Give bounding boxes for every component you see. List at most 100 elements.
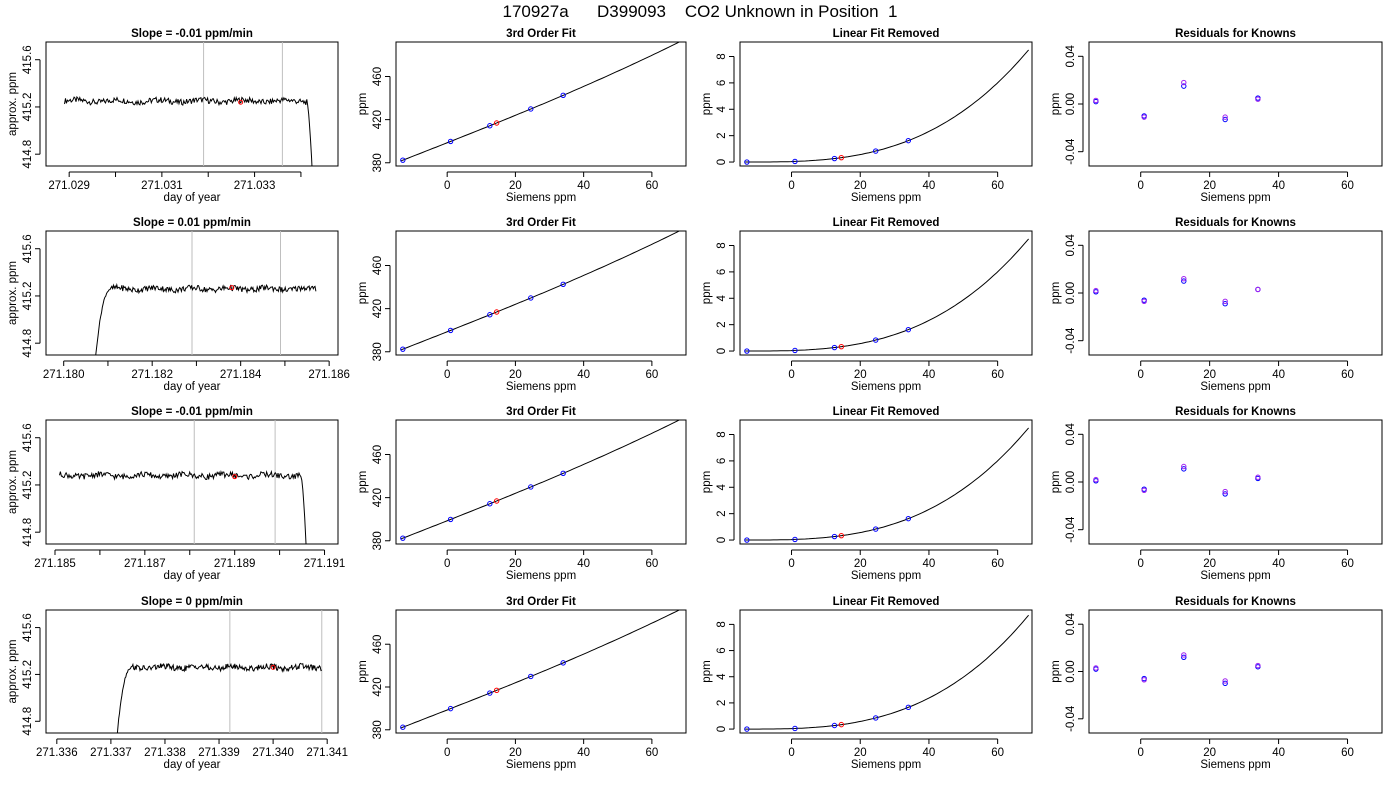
y-tick-label: 0.00 [1065,660,1077,682]
known-standard-point [905,704,912,711]
unknown-sample-point [838,532,845,539]
y-tick-label: 414.8 [22,518,34,547]
panel-title: 3rd Order Fit [506,28,576,40]
residual-point-repeat [1093,287,1099,294]
y-axis-label: approx. ppm [7,261,19,325]
y-axis-label: ppm [357,282,369,304]
known-standard-point [447,327,454,334]
panel-title: Linear Fit Removed [833,406,940,418]
y-tick-label: 2 [716,321,728,327]
x-tick-label: 0 [788,747,794,759]
residual-point [1181,466,1187,472]
x-tick-label: 60 [645,747,658,759]
known-standard-point [744,537,750,543]
residual-point-repeat [1181,652,1187,658]
unknown-sample-point [232,474,238,480]
plot-frame [739,230,1033,356]
panel-r1-fit: 3rd Order Fit 0 20 40 60 Siemens ppm 380 420 460… [357,28,687,204]
residual-point [1181,83,1187,89]
residual-point-repeat [1181,463,1187,470]
y-tick-label: 380 [372,531,384,550]
known-standard-point [744,726,750,732]
panel-title: Slope = 0.01 ppm/min [133,217,251,229]
x-tick-label: 0 [1138,747,1144,759]
unknown-sample-point [838,154,845,161]
known-standard-point [831,722,838,729]
ppm-trace-line [59,469,307,544]
y-tick-label: 6 [716,80,728,86]
panel-title: Linear Fit Removed [833,596,940,608]
data-layer [400,610,681,730]
known-standard-point [447,705,454,712]
known-standard-point [487,690,493,696]
ppm-trace-line [64,95,313,166]
y-tick-label: 415.2 [22,93,34,122]
residual-point [1222,301,1228,307]
data-layer [400,420,681,541]
panel-title: Slope = 0 ppm/min [141,596,243,608]
residual-point-repeat [1222,114,1228,120]
x-tick-label: 0 [788,180,794,192]
plot-frame [1088,419,1383,545]
y-tick-label: 0.00 [1065,282,1077,304]
known-standard-point [560,281,566,288]
panel-title: 3rd Order Fit [506,217,576,229]
residual-point-repeat [1255,662,1261,669]
x-axis-label: day of year [164,381,221,393]
plot-frame [1088,230,1383,356]
x-tick-label: 20 [509,747,522,759]
x-tick-label: 20 [854,369,867,381]
y-tick-label: 4 [716,483,728,490]
x-axis-label: day of year [164,759,221,771]
y-tick-label: 0 [716,537,728,543]
y-axis-label: ppm [1050,93,1062,115]
y-tick-label: 420 [372,299,384,318]
x-tick-label: 271.180 [43,369,85,381]
known-standard-point [792,725,798,732]
x-axis-label: day of year [164,570,221,582]
fit-curve-line [400,420,681,540]
x-tick-label: 271.191 [304,558,346,570]
x-tick-label: 40 [923,180,936,192]
x-tick-label: 20 [854,747,867,759]
unknown-sample-point [493,687,500,694]
residual-point-repeat [1255,286,1261,293]
y-tick-label: 460 [372,635,384,654]
panel-r2-fit: 3rd Order Fit 0 20 40 60 Siemens ppm 380 420 460… [357,217,687,393]
figure-title: 170927a D399093 CO2 Unknown in Position … [502,2,898,21]
known-standard-point [792,536,798,543]
ppm-trace-line [95,282,317,355]
data-layer [1093,79,1261,123]
y-tick-label: 8 [716,242,728,248]
residual-point [1181,278,1187,284]
panel-r4-fit: 3rd Order Fit 0 20 40 60 Siemens ppm 380 420 460… [357,596,687,771]
known-standard-point [528,106,534,112]
residual-point-repeat [1093,665,1099,671]
y-tick-label: 415.6 [22,423,34,452]
unknown-sample-point [838,721,845,728]
x-tick-label: 271.336 [36,747,78,759]
plot-frame [1088,41,1383,167]
x-tick-label: 40 [1272,558,1285,570]
y-axis-label: ppm [701,660,713,682]
x-axis-label: Siemens ppm [1200,570,1270,582]
y-tick-label: 4 [716,673,728,680]
x-tick-label: 60 [991,369,1004,381]
y-tick-label: 2 [716,132,728,138]
x-tick-label: 0 [444,180,450,192]
y-tick-label: 415.2 [22,660,34,689]
data-layer [1093,652,1261,687]
x-tick-label: 0 [788,558,794,570]
y-tick-label: 415.6 [22,45,34,74]
y-tick-label: 8 [716,621,728,627]
known-standard-point [447,516,454,523]
known-standard-point [560,660,566,666]
panel-title: 3rd Order Fit [506,406,576,418]
residual-point [1222,680,1228,687]
nonlinear-residual-curve [745,49,1029,163]
residual-point-repeat [1181,79,1187,86]
panel-r2-timeseries: Slope = 0.01 ppm/min 271.180 271.182 271.18… [7,217,350,393]
known-standard-point [447,138,454,145]
plot-frame [1088,609,1383,734]
